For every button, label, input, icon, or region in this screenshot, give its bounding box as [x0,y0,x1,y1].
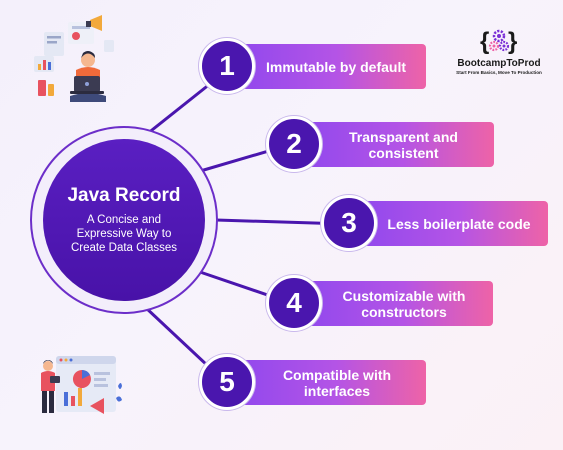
feature-pill-2: Transparent and consistent [291,122,494,167]
feature-number-4: 4 [266,275,322,331]
feature-pill-1: Immutable by default [226,44,426,89]
logo-title: BootcampToProd [457,58,541,69]
feature-pill-5: Compatible with interfaces [226,360,426,405]
hub-title: Java Record [67,185,181,206]
feature-number-5: 5 [199,354,255,410]
person-with-laptop-illustration [34,15,114,102]
svg-text:{: { [480,28,489,55]
presentation-dashboard-illustration [41,356,122,414]
feature-text-2: Transparent and consistent [349,128,458,161]
hub-circle: Java Record A Concise and Expressive Way… [30,126,218,314]
feature-number-2: 2 [266,116,322,172]
logo-tagline: Start From Basics, Move To Production [456,70,542,75]
bootcamptoprod-logo: { } BootcampToProd Start From Basics, Mo… [435,26,563,88]
hub-inner: Java Record A Concise and Expressive Way… [43,139,205,301]
gear-with-braces-icon: { } [480,28,517,55]
feature-text-5: Compatible with interfaces [282,366,392,399]
feature-text-1: Immutable by default [265,58,407,75]
feature-text-4: Customizable with constructors [342,287,466,320]
feature-pill-4: Customizable with constructors [293,281,493,326]
feature-text-3: Less boilerplate code [387,215,531,232]
feature-number-1: 1 [199,38,255,94]
hub-subtitle: A Concise and Expressive Way to Create D… [70,214,178,254]
feature-pill-3: Less boilerplate code [348,201,548,246]
svg-text:}: } [508,28,517,55]
feature-number-3: 3 [321,195,377,251]
